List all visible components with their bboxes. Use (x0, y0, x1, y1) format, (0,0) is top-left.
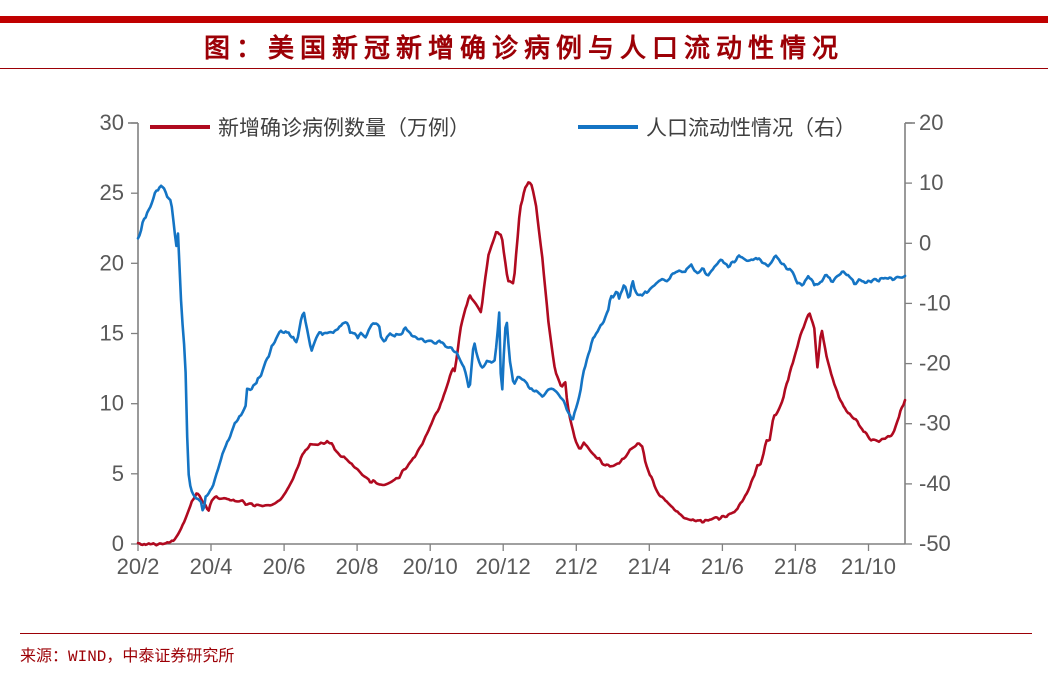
svg-text:-30: -30 (919, 411, 951, 436)
svg-text:10: 10 (919, 170, 943, 195)
svg-text:20/6: 20/6 (263, 554, 306, 579)
svg-text:20: 20 (100, 250, 124, 275)
svg-text:-20: -20 (919, 351, 951, 376)
svg-text:25: 25 (100, 180, 124, 205)
svg-text:-10: -10 (919, 290, 951, 315)
svg-text:20/4: 20/4 (190, 554, 233, 579)
svg-text:5: 5 (112, 461, 124, 486)
svg-text:20/2: 20/2 (117, 554, 160, 579)
svg-text:20/12: 20/12 (476, 554, 531, 579)
svg-text:21/4: 21/4 (628, 554, 671, 579)
svg-text:-50: -50 (919, 531, 951, 556)
svg-text:15: 15 (100, 321, 124, 346)
svg-text:-40: -40 (919, 471, 951, 496)
svg-text:0: 0 (112, 531, 124, 556)
svg-text:0: 0 (919, 230, 931, 255)
svg-text:21/2: 21/2 (555, 554, 598, 579)
svg-text:10: 10 (100, 391, 124, 416)
svg-text:21/6: 21/6 (701, 554, 744, 579)
svg-text:21/10: 21/10 (841, 554, 896, 579)
svg-text:20/8: 20/8 (336, 554, 379, 579)
svg-text:21/8: 21/8 (774, 554, 817, 579)
svg-text:20/10: 20/10 (403, 554, 458, 579)
